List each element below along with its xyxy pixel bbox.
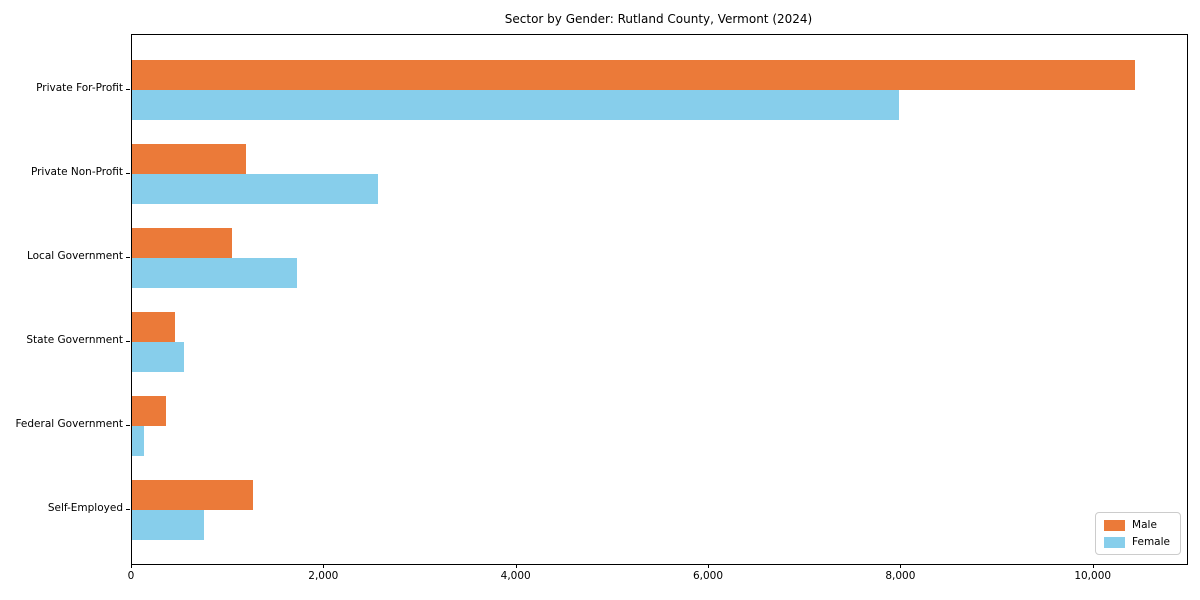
bar-female-2 (132, 174, 378, 204)
female-swatch (1104, 536, 1126, 548)
y-axis-tick (126, 425, 130, 426)
x-axis-tick (131, 564, 132, 568)
x-axis-tick (1092, 564, 1094, 568)
bar-male-6 (132, 480, 254, 510)
bar-female-4 (132, 342, 185, 372)
x-axis-tick (708, 564, 709, 568)
legend-entry-male: Male (1104, 519, 1170, 531)
bar-male-5 (132, 396, 167, 426)
legend: Male Female (1095, 512, 1181, 555)
y-axis-label: Private Non-Profit (30, 166, 123, 178)
y-axis-label: Local Government (26, 250, 123, 262)
bar-male-4 (132, 312, 175, 342)
bar-female-3 (132, 258, 297, 288)
legend-label-male: Male (1132, 519, 1157, 531)
bar-female-6 (132, 510, 205, 540)
x-axis-label: 0 (127, 570, 135, 582)
y-axis-label: Federal Government (15, 418, 123, 430)
y-axis-tick (126, 173, 130, 174)
y-axis-label: Private For-Profit (36, 82, 123, 94)
x-axis-label: 8,000 (885, 570, 916, 582)
bar-male-1 (132, 60, 1136, 90)
x-axis-label: 4,000 (500, 570, 531, 582)
y-axis-tick (126, 89, 130, 90)
x-axis-label: 6,000 (692, 570, 724, 582)
bar-male-3 (132, 228, 232, 258)
x-axis-label: 2,000 (308, 570, 339, 582)
x-axis-label: 10,000 (1074, 570, 1112, 582)
male-swatch (1104, 519, 1126, 531)
legend-entry-female: Female (1104, 536, 1170, 548)
legend-label-female: Female (1132, 536, 1170, 548)
x-axis-tick (323, 564, 325, 568)
y-axis-tick (126, 509, 130, 510)
y-axis-tick (126, 257, 130, 258)
y-axis-label: State Government (26, 334, 123, 346)
x-axis-tick (515, 564, 517, 568)
bar-female-5 (132, 426, 144, 456)
x-axis-tick (900, 564, 902, 568)
bar-female-1 (132, 90, 899, 120)
bar-male-2 (132, 144, 246, 174)
y-axis-label: Self-Employed (47, 502, 123, 514)
plot-area: Male Female (131, 34, 1188, 565)
chart-title: Sector by Gender: Rutland County, Vermon… (504, 12, 813, 26)
y-axis-tick (126, 341, 130, 342)
